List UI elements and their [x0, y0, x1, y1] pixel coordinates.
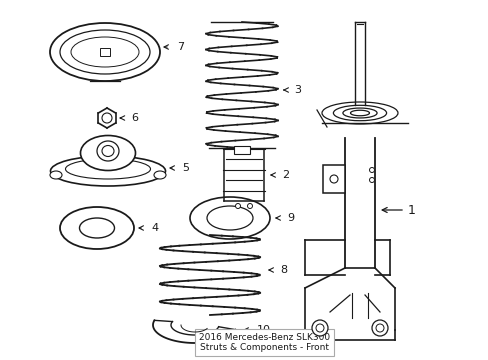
Circle shape [235, 203, 240, 208]
Circle shape [369, 167, 374, 172]
Circle shape [375, 324, 383, 332]
Text: 6: 6 [131, 113, 138, 123]
Ellipse shape [50, 171, 62, 179]
Ellipse shape [60, 207, 134, 249]
Text: 2016 Mercedes-Benz SLK300
Struts & Components - Front: 2016 Mercedes-Benz SLK300 Struts & Compo… [199, 333, 329, 352]
Text: 10: 10 [257, 325, 270, 335]
Ellipse shape [71, 37, 139, 67]
Ellipse shape [50, 156, 165, 186]
Bar [234, 146, 249, 154]
Ellipse shape [81, 135, 135, 171]
Ellipse shape [190, 197, 269, 239]
Ellipse shape [97, 141, 119, 161]
Text: 2: 2 [282, 170, 288, 180]
Circle shape [102, 113, 112, 123]
Circle shape [371, 320, 387, 336]
Bar [323, 165, 345, 193]
Circle shape [329, 175, 337, 183]
Ellipse shape [65, 159, 150, 179]
Ellipse shape [206, 206, 252, 230]
Circle shape [369, 177, 374, 183]
Ellipse shape [50, 23, 160, 81]
Text: 5: 5 [182, 163, 189, 173]
Ellipse shape [80, 218, 114, 238]
Circle shape [315, 324, 324, 332]
Circle shape [247, 203, 252, 208]
Bar [100, 48, 110, 56]
Ellipse shape [60, 30, 150, 74]
Text: 9: 9 [286, 213, 293, 223]
Ellipse shape [154, 171, 165, 179]
Ellipse shape [102, 145, 114, 157]
Text: 3: 3 [293, 85, 301, 95]
Text: 1: 1 [407, 203, 415, 216]
Circle shape [311, 320, 327, 336]
Text: 7: 7 [177, 42, 184, 52]
Text: 4: 4 [151, 223, 158, 233]
Text: 8: 8 [280, 265, 286, 275]
